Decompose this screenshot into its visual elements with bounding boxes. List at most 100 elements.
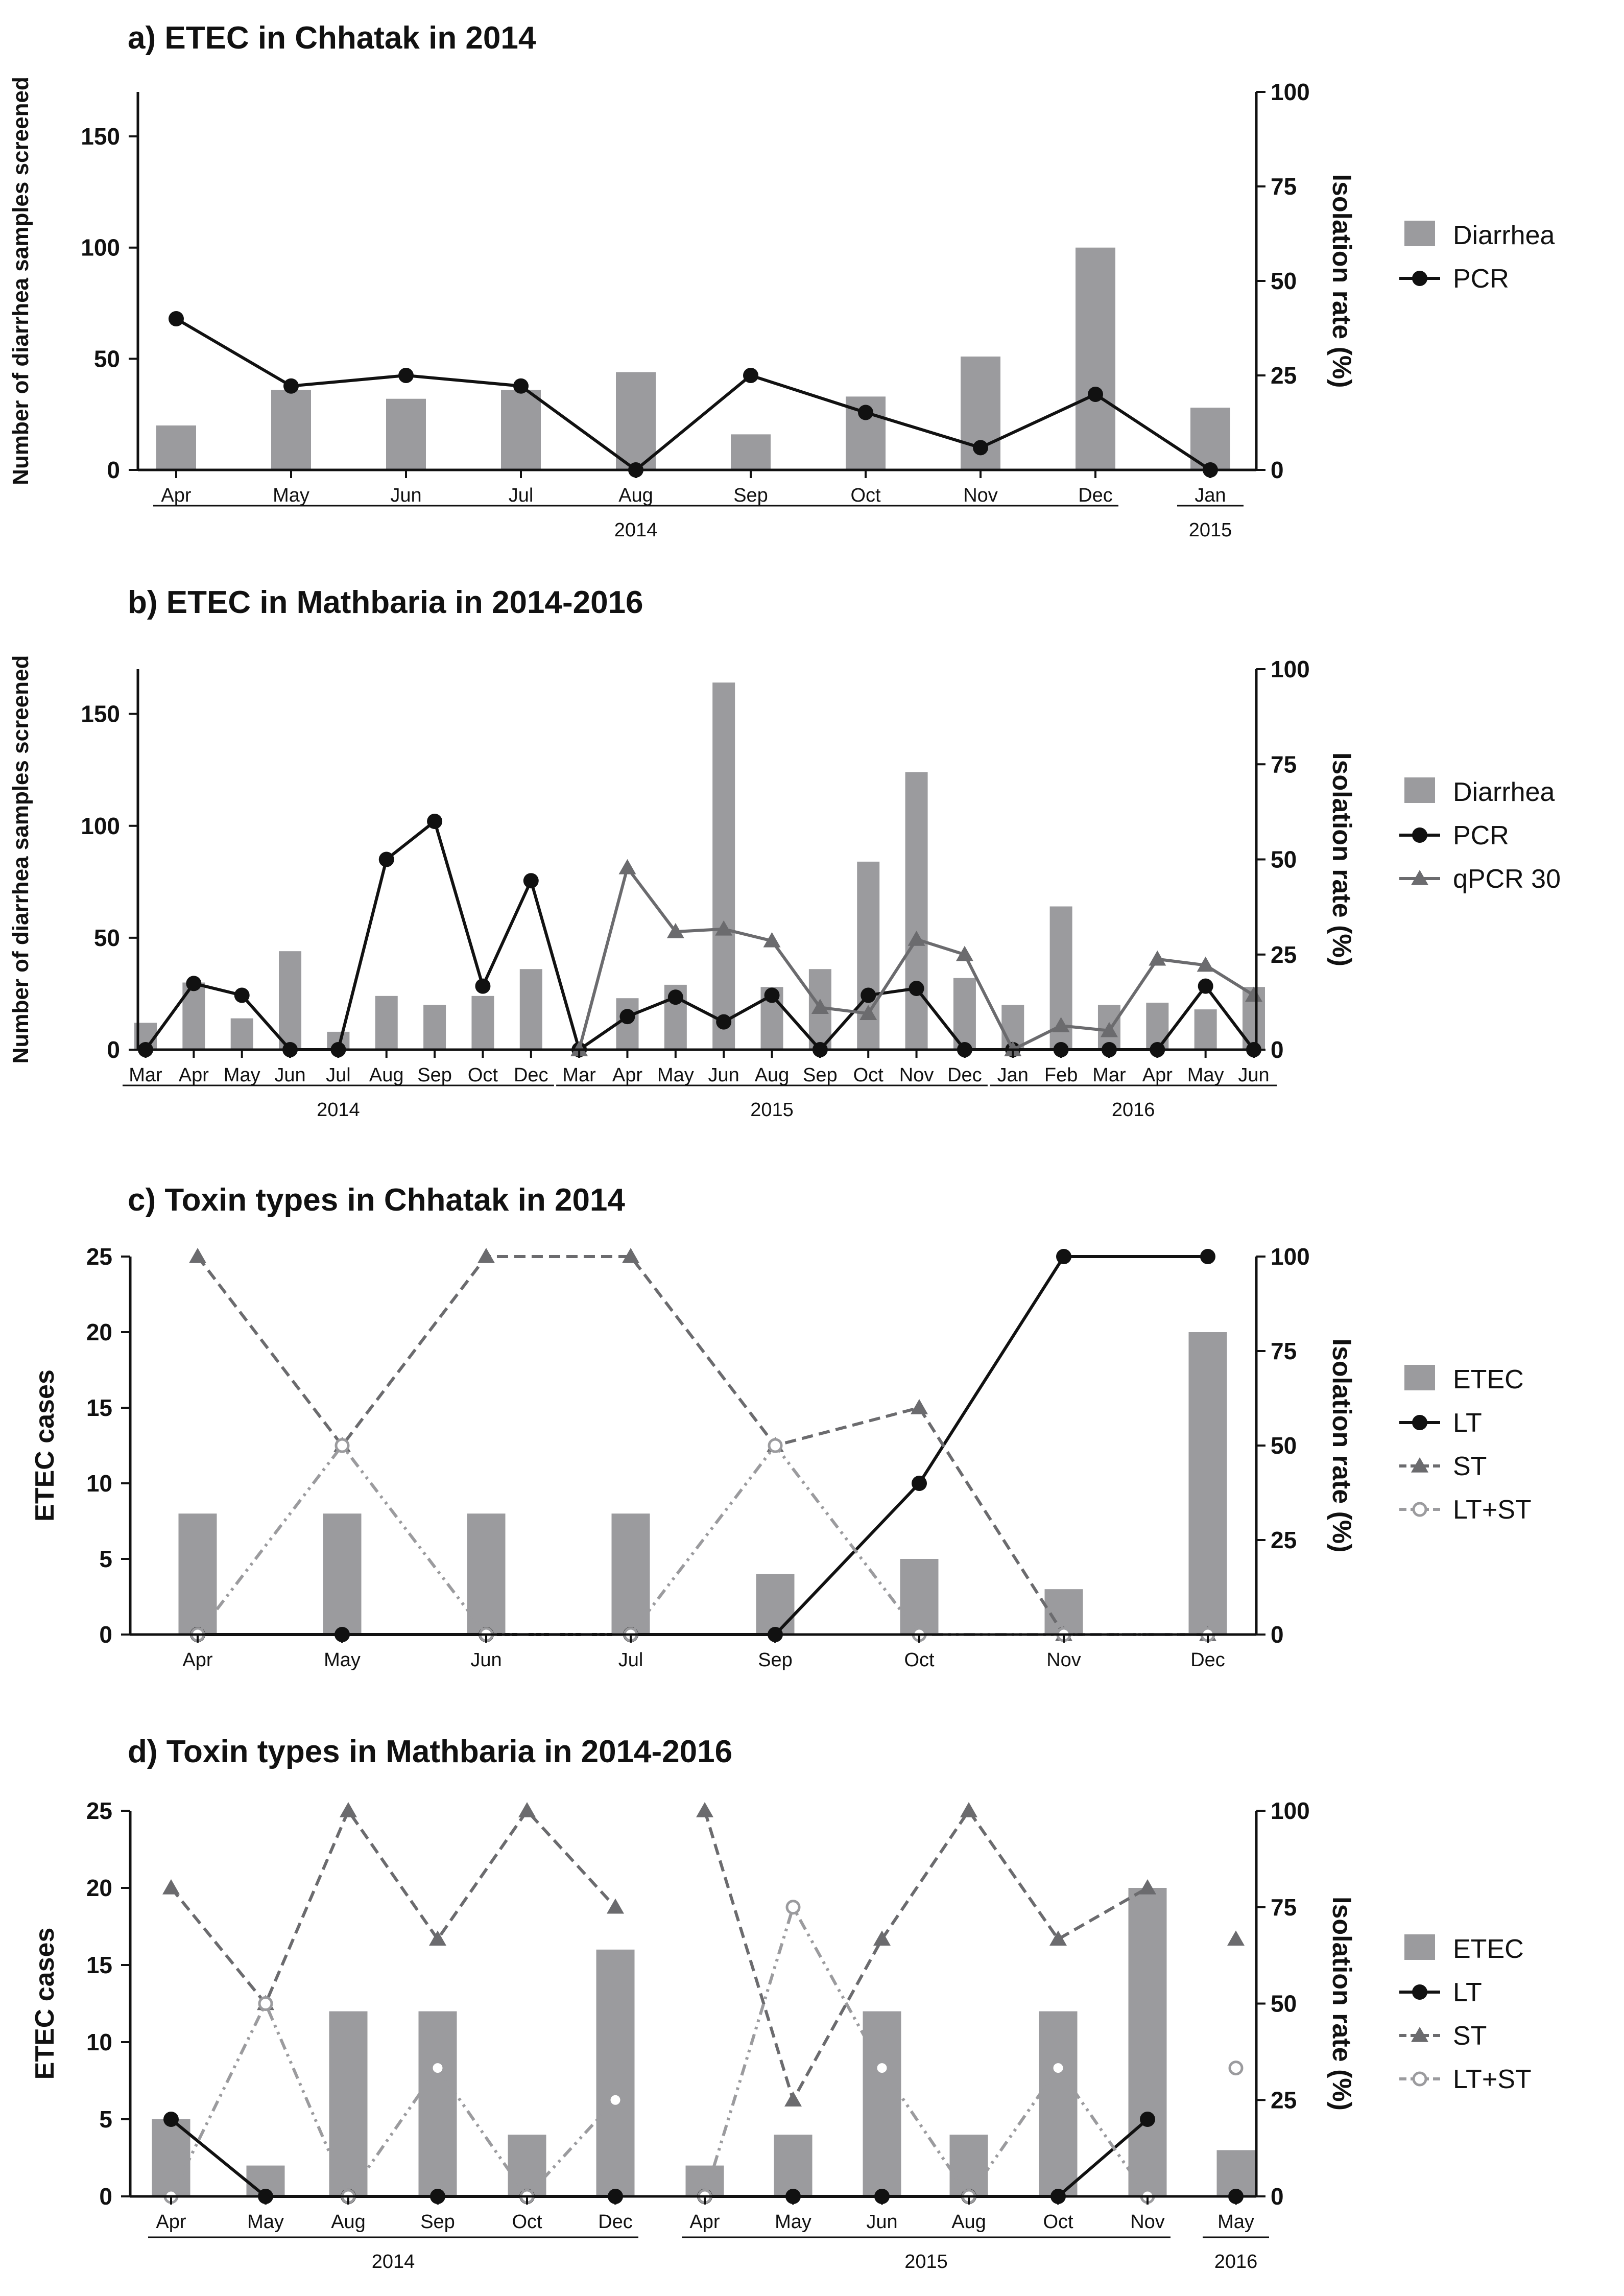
y-axis-label-right: Isolation rate (%) [1327, 1339, 1356, 1553]
y-tick-label-right: 100 [1271, 656, 1310, 682]
chart-title: a) ETEC in Chhatak in 2014 [128, 20, 536, 56]
y-tick-label-left: 0 [107, 457, 120, 483]
series-lt-st [163, 1900, 1244, 2204]
legend-label: PCR [1453, 264, 1509, 294]
y-axis-label-right: Isolation rate (%) [1327, 174, 1356, 388]
x-tick-label: May [1187, 1064, 1224, 1086]
bar-diarrhea-16 [905, 772, 928, 1050]
x-tick-label: Mar [1092, 1064, 1126, 1086]
y-tick-label-right: 0 [1271, 1036, 1284, 1063]
point-3 [429, 1930, 446, 1946]
x-tick-label: Nov [899, 1064, 934, 1086]
bar-diarrhea-5 [731, 434, 771, 470]
x-tick-label: May [775, 2211, 811, 2233]
x-tick-label: Jun [390, 485, 421, 506]
y-tick-label-left: 20 [86, 1319, 112, 1345]
y-tick-label-right: 50 [1271, 1991, 1297, 2017]
legend-swatch-lt-st [1399, 2071, 1440, 2087]
bar-diarrhea-8 [1076, 247, 1115, 470]
point-7 [973, 440, 988, 456]
x-tick-label: Jun [470, 1649, 501, 1671]
point-8 [523, 873, 539, 889]
x-tick-label: Jan [997, 1064, 1029, 1086]
y-tick-label-right: 50 [1271, 846, 1297, 873]
bar-etec-5 [900, 1559, 939, 1635]
legend-label: LT [1453, 1978, 1482, 2007]
y-tick-label-left: 100 [81, 234, 120, 261]
point-12 [716, 1014, 732, 1030]
x-tick-label: Mar [562, 1064, 596, 1086]
point-5 [743, 368, 758, 383]
point-2 [340, 1802, 357, 1817]
bar-etec-7 [1188, 1332, 1227, 1635]
point-17 [956, 945, 973, 961]
point-10 [1050, 2061, 1066, 2076]
point-11 [1140, 2112, 1155, 2127]
bar-etec-9 [949, 2135, 988, 2196]
legend-label: qPCR 30 [1453, 864, 1561, 894]
bar-diarrhea-2 [386, 398, 426, 470]
x-tick-label: Aug [618, 485, 653, 506]
series-line [196, 1255, 1208, 1636]
point-1 [186, 976, 202, 991]
series-line [144, 818, 1255, 1052]
legend-swatch-lt [1399, 1984, 1440, 2000]
y-axis-label-left: ETEC cases [30, 1928, 60, 2080]
x-tick-label: Dec [947, 1064, 982, 1086]
y-tick-label-right: 25 [1271, 362, 1297, 389]
point-12 [715, 920, 733, 936]
y-axis-label-left: Number of diarrhea samples screened [8, 77, 33, 485]
year-group-label: 2015 [750, 1099, 794, 1121]
point-0 [163, 2112, 179, 2127]
bar-diarrhea-8 [519, 969, 542, 1050]
point-2 [477, 1248, 495, 1263]
point-8 [874, 2061, 890, 2076]
year-group-label: 2014 [317, 1099, 360, 1121]
series-line [170, 1807, 617, 2007]
y-tick-label-right: 0 [1271, 1621, 1284, 1648]
y-tick-label-left: 25 [86, 1797, 112, 1824]
point-0 [162, 1879, 180, 1895]
x-tick-label: Mar [129, 1064, 162, 1086]
point-2 [398, 368, 414, 383]
x-tick-label: Jun [274, 1064, 305, 1086]
point-16 [909, 981, 924, 997]
legend: Diarrhea PCR qPCR 30 [1399, 777, 1561, 894]
y-tick-label-right: 100 [1271, 1797, 1310, 1824]
y-tick-label-left: 0 [99, 1621, 112, 1648]
y-tick-label-left: 10 [86, 2029, 112, 2055]
x-tick-label: Oct [1043, 2211, 1073, 2233]
x-tick-label: Jun [1238, 1064, 1269, 1086]
x-tick-label: May [1217, 2211, 1254, 2233]
bar-diarrhea-2 [230, 1018, 253, 1050]
x-tick-label: Apr [156, 2211, 186, 2233]
y-tick-label-left: 50 [94, 345, 120, 372]
series-line [175, 317, 1211, 472]
panel-b: b) ETEC in Mathbaria in 2014-2016 0 50 100 1… [8, 585, 1561, 1121]
point-11 [1139, 1879, 1156, 1895]
point-13 [763, 932, 781, 948]
y-tick-label-left: 100 [81, 813, 120, 839]
bar-etec-1 [323, 1513, 362, 1635]
point-3 [513, 378, 529, 394]
point-11 [666, 923, 684, 938]
x-tick-label: Dec [598, 2211, 633, 2233]
bar-etec-2 [467, 1513, 506, 1635]
bar-diarrhea-22 [1194, 1009, 1217, 1050]
y-tick-label-right: 25 [1271, 2087, 1297, 2113]
point-6 [1056, 1249, 1071, 1264]
y-tick-label-right: 50 [1271, 268, 1297, 294]
bar-etec-12 [1216, 2150, 1255, 2196]
bar-diarrhea-0 [156, 425, 196, 470]
x-tick-label: May [273, 485, 309, 506]
legend-swatch-bar [1404, 1365, 1435, 1390]
point-1 [283, 378, 299, 394]
legend-swatch-st [1399, 2027, 1440, 2042]
x-tick-label: Aug [951, 2211, 986, 2233]
x-tick-label: May [324, 1649, 361, 1671]
x-tick-label: Apr [1142, 1064, 1173, 1086]
bar-etec-3 [418, 2011, 457, 2196]
chart-title: c) Toxin types in Chhatak in 2014 [128, 1182, 625, 1218]
point-7 [1200, 1249, 1215, 1264]
